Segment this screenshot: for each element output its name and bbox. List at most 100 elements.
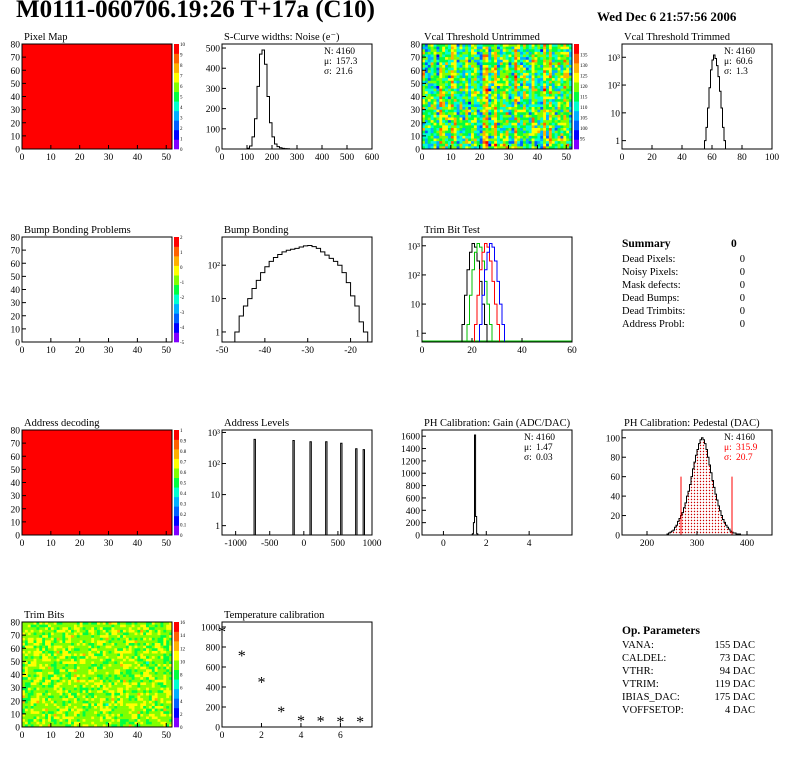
heatmap-cell	[160, 719, 164, 723]
heatmap-cell	[134, 719, 138, 723]
heatmap-cell	[53, 622, 57, 625]
heatmap-cell	[491, 49, 495, 53]
heatmap-cell	[540, 141, 544, 145]
heatmap-cell	[39, 637, 43, 641]
heatmap-cell	[508, 133, 512, 137]
y-tick-label: 20	[11, 119, 21, 129]
heatmap-cell	[53, 692, 57, 696]
heatmap-cell	[125, 658, 130, 662]
heatmap-cell	[424, 135, 429, 139]
heatmap-cell	[111, 713, 115, 717]
palette-swatch	[574, 72, 579, 83]
heatmap-cell	[47, 687, 52, 691]
heatmap-cell	[79, 687, 83, 691]
heatmap-cell	[525, 138, 530, 142]
heatmap-cell	[537, 114, 541, 118]
heatmap-cell	[505, 130, 509, 134]
heatmap-cell	[482, 93, 486, 97]
heatmap-cell	[569, 146, 573, 150]
heatmap-cell	[502, 51, 506, 55]
heatmap-cell	[528, 78, 532, 82]
heatmap-cell	[505, 141, 509, 145]
heatmap-cell	[514, 112, 518, 116]
heatmap-cell	[42, 643, 46, 646]
heatmap-cell	[427, 80, 431, 84]
heatmap-cell	[151, 706, 155, 709]
heatmap-cell	[62, 661, 66, 665]
heatmap-cell	[447, 93, 452, 97]
heatmap-cell	[143, 674, 147, 678]
heatmap-cell	[42, 671, 46, 675]
heatmap-cell	[102, 711, 106, 715]
heatmap-cell	[134, 706, 138, 709]
heatmap-cell	[128, 695, 132, 699]
y-tick-label: 50	[11, 658, 21, 668]
x-tick-label: 20	[75, 153, 85, 163]
palette-swatch	[174, 120, 179, 131]
heatmap-cell	[554, 143, 558, 147]
heatmap-cell	[108, 724, 112, 728]
heatmap-cell	[117, 685, 121, 688]
heatmap-cell	[424, 65, 429, 68]
heatmap-cell	[122, 687, 127, 691]
heatmap-cell	[122, 653, 127, 657]
x-tick-label: 6	[338, 731, 343, 741]
heatmap-cell	[459, 143, 463, 147]
heatmap-cell	[33, 724, 37, 728]
scatter-point: *	[257, 675, 265, 692]
heatmap-cell	[122, 664, 127, 667]
heatmap-cell	[468, 99, 472, 103]
heatmap-cell	[151, 645, 155, 649]
heatmap-cell	[140, 698, 144, 702]
heatmap-cell	[163, 695, 167, 699]
heatmap-cell	[36, 706, 40, 709]
heatmap-cell	[546, 104, 550, 108]
heatmap-cell	[94, 698, 98, 702]
heatmap-cell	[117, 629, 121, 633]
heatmap-cell	[105, 664, 109, 667]
heatmap-cell	[59, 695, 63, 699]
heatmap-cell	[56, 661, 60, 665]
heatmap-cell	[137, 627, 141, 631]
heatmap-cell	[554, 91, 558, 95]
heatmap-cell	[566, 78, 570, 82]
heatmap-cell	[476, 130, 480, 134]
heatmap-cell	[439, 51, 443, 55]
heatmap-cell	[163, 671, 167, 675]
heatmap-cell	[148, 622, 153, 625]
heatmap-cell	[471, 146, 475, 150]
heatmap-cell	[456, 62, 460, 66]
heatmap-cell	[53, 682, 57, 686]
heatmap-cell	[154, 645, 158, 649]
heatmap-cell	[462, 135, 466, 139]
heatmap-cell	[105, 687, 109, 691]
y-tick-label: 70	[11, 632, 21, 642]
heatmap-cell	[36, 629, 40, 633]
heatmap-cell	[520, 51, 524, 55]
summary-row-label: Dead Bumps:	[622, 293, 680, 304]
heatmap-cell	[442, 54, 446, 58]
x-tick-label: 300	[690, 539, 705, 549]
heatmap-cell	[134, 677, 138, 681]
heatmap-cell	[427, 91, 431, 95]
heatmap-cell	[525, 57, 530, 61]
heatmap-cell	[140, 635, 144, 639]
heatmap-cell	[505, 83, 509, 87]
heatmap-cell	[151, 690, 155, 694]
heatmap-cell	[459, 91, 463, 95]
heatmap-cell	[424, 125, 429, 129]
heatmap-cell	[488, 83, 492, 87]
heatmap-cell	[528, 67, 532, 71]
heatmap-cell	[163, 629, 167, 633]
heatmap-cell	[560, 54, 564, 58]
heatmap-cell	[128, 624, 132, 628]
heatmap-cell	[163, 713, 167, 717]
heatmap-cell	[79, 708, 83, 712]
heatmap-cell	[73, 679, 78, 683]
heatmap-cell	[62, 679, 66, 683]
y-tick-label: 10	[11, 518, 21, 528]
heatmap-cell	[85, 629, 89, 633]
heatmap-cell	[120, 656, 124, 660]
heatmap-cell	[433, 141, 437, 145]
